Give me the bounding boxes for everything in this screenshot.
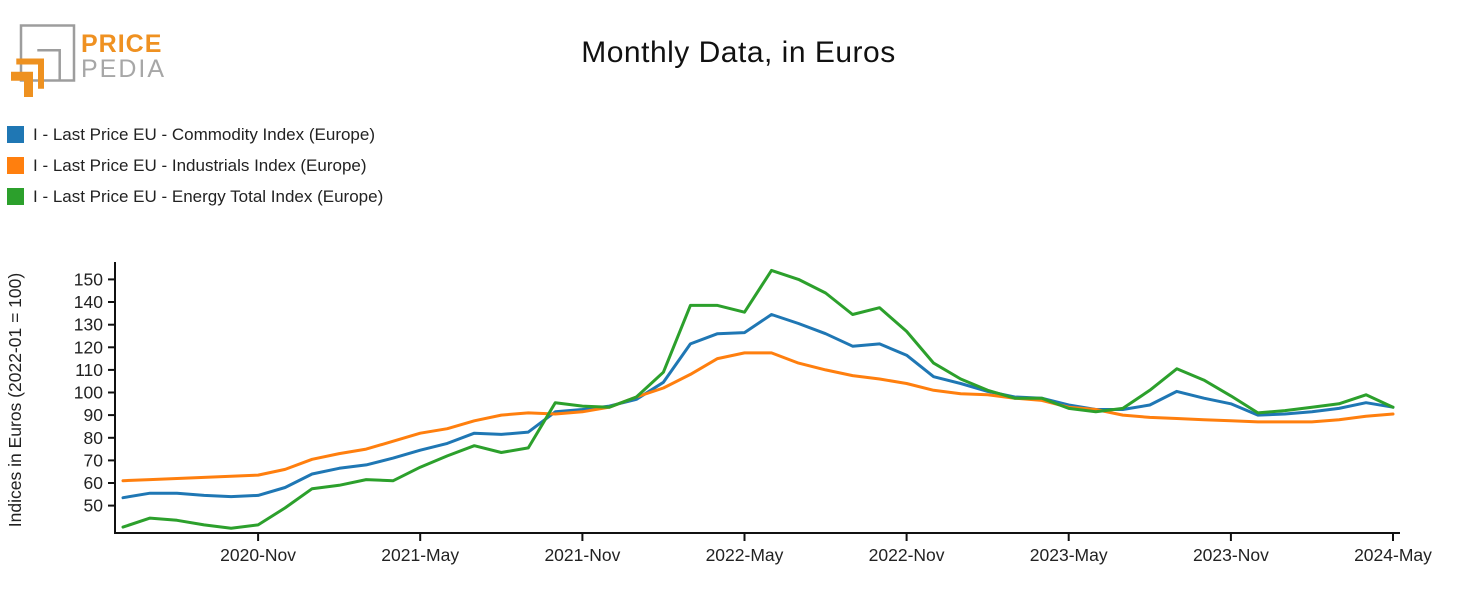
chart-title: Monthly Data, in Euros [581,36,896,69]
y-tick-label: 60 [84,473,104,493]
x-tick-label: 2024-May [1354,545,1432,565]
legend-swatch-commodity [7,126,24,143]
legend-label-industrials: I - Last Price EU - Industrials Index (E… [33,155,367,175]
logo-text-price: PRICE [81,30,162,58]
logo-orange-corner [11,71,33,97]
legend-item-energy: I - Last Price EU - Energy Total Index (… [7,181,383,212]
y-axis-title: Indices in Euros (2022-01 = 100) [5,273,25,527]
y-tick-label: 140 [74,292,103,312]
y-tick-label: 130 [74,315,103,335]
legend-item-commodity: I - Last Price EU - Commodity Index (Eur… [7,119,383,150]
x-tick-label: 2023-May [1030,545,1108,565]
axes-spine [114,262,1400,534]
series-line-commodity [121,313,1395,500]
chart-legend: I - Last Price EU - Commodity Index (Eur… [7,119,383,212]
y-tick-label: 100 [74,383,103,403]
pricepedia-logo: PRICE PEDIA [11,24,166,97]
legend-label-commodity: I - Last Price EU - Commodity Index (Eur… [33,124,376,144]
series-line-industrials [121,351,1395,483]
x-tick-label: 2021-May [381,545,459,565]
y-tick-label: 50 [84,496,104,516]
logo-text-pedia: PEDIA [81,55,166,83]
x-tick-label: 2022-Nov [869,545,945,565]
y-tick-label: 120 [74,337,103,357]
x-tick-label: 2021-Nov [544,545,620,565]
legend-item-industrials: I - Last Price EU - Industrials Index (E… [7,150,383,181]
x-tick-label: 2020-Nov [220,545,296,565]
x-tick-label: 2023-Nov [1193,545,1269,565]
legend-swatch-energy [7,188,24,205]
y-tick-label: 70 [84,450,104,470]
y-tick-label: 150 [74,269,103,289]
y-tick-label: 110 [75,360,103,380]
y-tick-label: 90 [84,405,104,425]
legend-swatch-industrials [7,157,24,174]
logo-outer-square [19,24,76,82]
x-tick-label: 2022-May [706,545,784,565]
logo-orange-bracket [16,58,44,89]
legend-label-energy: I - Last Price EU - Energy Total Index (… [33,186,384,206]
y-tick-label: 80 [84,428,104,448]
logo-gray-bracket [37,49,61,81]
series-line-energy [121,268,1395,530]
